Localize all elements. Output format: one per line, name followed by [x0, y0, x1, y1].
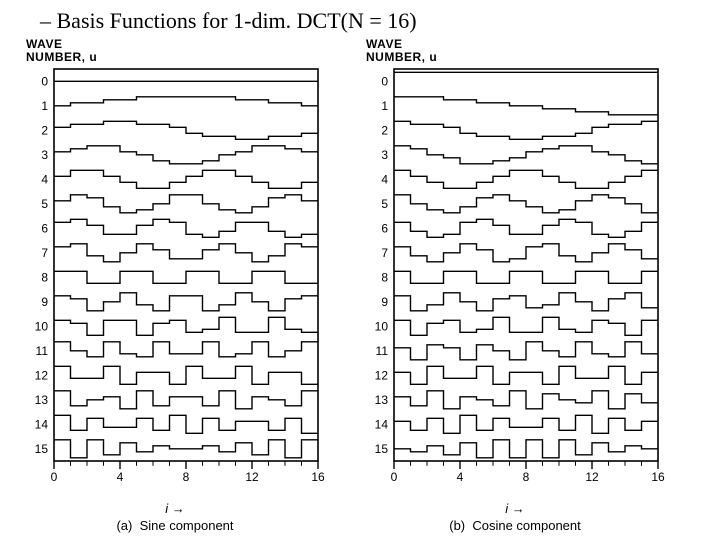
left-panel: WAVE NUMBER, u 0123456789101112131415048… [20, 38, 330, 533]
x-label-right: i → [449, 501, 581, 516]
wave-number-label: 1 [41, 99, 48, 113]
x-label-left: i → [116, 501, 233, 516]
wave-number-label: 5 [381, 197, 388, 211]
right-panel: WAVE NUMBER, u 0123456789101112131415048… [360, 38, 670, 533]
x-tick-label: 16 [311, 470, 325, 484]
wave-number-label: 8 [41, 270, 48, 284]
cosine-plot: 01234567891011121314150481216 [360, 65, 670, 495]
wave-number-label: 10 [375, 319, 389, 333]
wave-number-label: 14 [35, 417, 49, 431]
x-tick-label: 12 [245, 470, 259, 484]
wave-number-label: 6 [381, 221, 388, 235]
wave-number-label: 9 [41, 295, 48, 309]
wave-number-label: 1 [381, 99, 388, 113]
x-tick-label: 12 [585, 470, 599, 484]
wave-number-label: 4 [381, 172, 388, 186]
wave-number-label: 12 [35, 368, 49, 382]
wave-number-label: 4 [41, 172, 48, 186]
wave-number-label: 7 [41, 246, 48, 260]
x-tick-label: 8 [183, 470, 190, 484]
x-tick-label: 16 [651, 470, 665, 484]
wave-number-label: 15 [375, 442, 389, 456]
left-caption: (a) Sine component [116, 518, 233, 533]
wave-number-label: 2 [41, 123, 48, 137]
x-tick-label: 4 [457, 470, 464, 484]
y-axis-title-left-l2: NUMBER, u [26, 50, 97, 64]
wave-number-label: 5 [41, 197, 48, 211]
wave-number-label: 7 [381, 246, 388, 260]
page-title: – Basis Functions for 1-dim. DCT(N = 16) [0, 0, 720, 38]
wave-number-label: 12 [375, 368, 389, 382]
x-tick-label: 0 [51, 470, 58, 484]
wave-number-label: 2 [381, 123, 388, 137]
x-tick-label: 0 [391, 470, 398, 484]
wave-number-label: 3 [381, 148, 388, 162]
wave-number-label: 0 [381, 74, 388, 88]
wave-number-label: 8 [381, 270, 388, 284]
right-caption: (b) Cosine component [449, 518, 581, 533]
wave-number-label: 13 [375, 393, 389, 407]
x-tick-label: 8 [523, 470, 530, 484]
wave-number-label: 0 [41, 74, 48, 88]
y-axis-title-right-l2: NUMBER, u [366, 50, 437, 64]
y-axis-title-left: WAVE NUMBER, u [26, 38, 97, 63]
wave-number-label: 10 [35, 319, 49, 333]
left-caption-block: i → (a) Sine component [116, 501, 233, 533]
panels: WAVE NUMBER, u 0123456789101112131415048… [0, 38, 720, 533]
wave-number-label: 11 [376, 344, 389, 358]
y-axis-title-right: WAVE NUMBER, u [366, 38, 437, 63]
wave-number-label: 14 [375, 417, 389, 431]
sine-plot: 01234567891011121314150481216 [20, 65, 330, 495]
right-caption-block: i → (b) Cosine component [449, 501, 581, 533]
wave-number-label: 15 [35, 442, 49, 456]
wave-number-label: 3 [41, 148, 48, 162]
wave-number-label: 13 [35, 393, 49, 407]
wave-number-label: 9 [381, 295, 388, 309]
x-tick-label: 4 [117, 470, 124, 484]
wave-number-label: 6 [41, 221, 48, 235]
wave-number-label: 11 [36, 344, 49, 358]
